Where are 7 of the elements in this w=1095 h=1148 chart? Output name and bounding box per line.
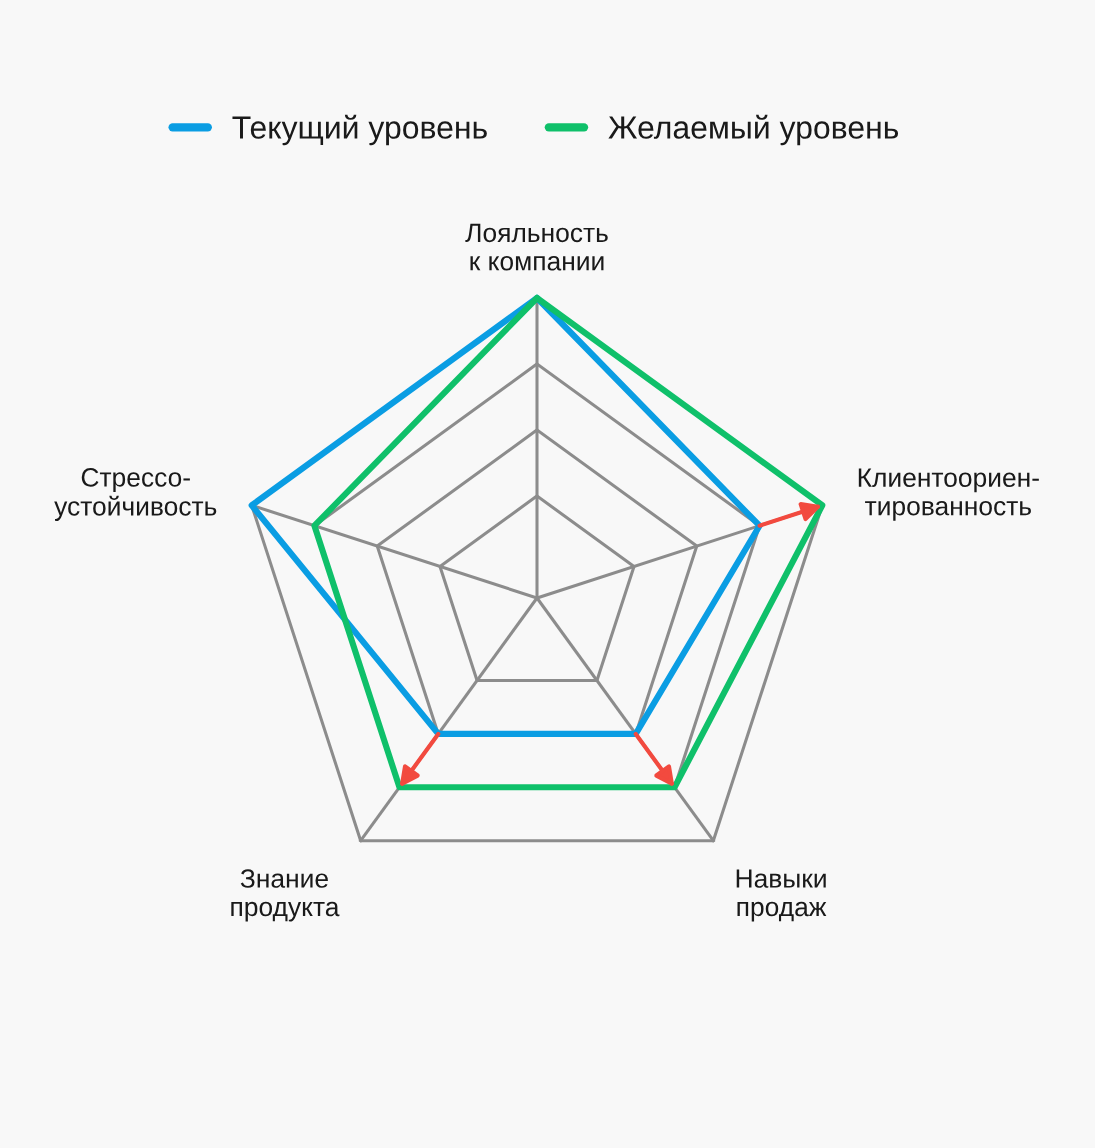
spoke-label: Стрессо- устойчивость [54, 468, 217, 521]
legend-label: Желаемый уровень [608, 114, 899, 146]
spoke-label: Лояльность к компании [465, 223, 608, 271]
spoke-label: Знание продукта [231, 869, 340, 922]
spoke-label: Навыки продаж [736, 869, 827, 922]
legend-label: Текущий уровень [232, 114, 487, 146]
spoke-label: Клиентоориен- тированность [858, 468, 1039, 521]
